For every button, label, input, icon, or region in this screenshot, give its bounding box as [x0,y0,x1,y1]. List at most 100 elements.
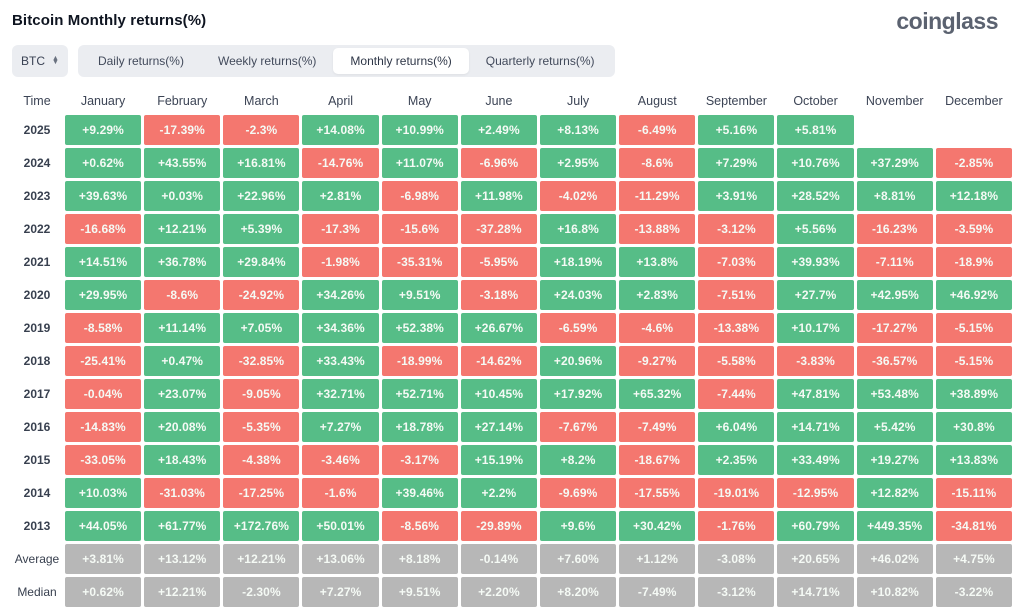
return-cell: +53.48% [856,379,933,410]
return-cell: -9.05% [223,379,300,410]
return-cell: +8.18% [381,544,458,575]
return-cell: -9.69% [539,478,617,509]
return-cell: +8.81% [856,181,933,212]
return-cell: +14.71% [777,412,854,443]
return-cell: -18.67% [619,445,696,476]
return-cell: +12.21% [144,214,221,245]
return-cell: +39.63% [65,181,142,212]
coinglass-logo: coinglass [896,8,998,34]
return-cell: +20.08% [144,412,221,443]
return-cell: -5.15% [935,313,1012,344]
return-cell [936,115,1012,145]
return-cell: -17.3% [302,214,379,245]
return-cell: +7.29% [698,148,775,179]
row-label: 2019 [23,321,51,336]
return-cell: -33.05% [65,445,142,476]
return-cell: +0.03% [144,181,221,212]
return-cell: +16.81% [223,148,300,179]
return-cell: +52.71% [381,379,458,410]
coin-select[interactable]: BTC ▲ ▼ [12,45,68,78]
return-cell: +34.26% [302,280,379,311]
return-cell: +0.62% [65,577,142,607]
return-cell: -3.22% [935,577,1012,607]
return-cell: -2.30% [223,577,300,607]
column-header: May [407,94,432,109]
return-cell: +7.60% [539,544,617,575]
return-cell: -14.83% [65,412,142,443]
return-cell: -31.03% [144,478,221,509]
return-cell: +1.12% [619,544,696,575]
return-cell: -5.95% [460,247,537,278]
return-cell: +12.82% [856,478,933,509]
return-cell: -3.12% [698,577,775,607]
return-cell: -6.49% [619,115,696,146]
column-header: September [705,94,767,109]
return-cell: -3.46% [302,445,379,476]
return-cell: +11.14% [144,313,221,344]
return-cell: +7.05% [223,313,300,344]
return-cell: -16.23% [856,214,933,245]
returns-table: Time January February March April May June July… [12,90,1012,607]
return-cell: +13.8% [619,247,696,278]
return-cell: -35.31% [381,247,458,278]
tab-monthly[interactable]: Monthly returns(%) [333,48,469,75]
return-cell: -7.11% [856,247,933,278]
return-cell: +16.8% [539,214,617,245]
return-cell: -3.17% [381,445,458,476]
return-cell: +65.32% [619,379,696,410]
row-label: Median [17,585,57,600]
return-cell: +18.43% [144,445,221,476]
return-cell: +9.51% [381,577,458,607]
return-cell: -7.49% [619,577,696,607]
tab-quarterly[interactable]: Quarterly returns(%) [469,48,612,74]
return-cell: +38.89% [935,379,1012,410]
return-cell: +5.39% [223,214,300,245]
updown-chevrons-icon: ▲ ▼ [52,55,59,67]
return-cell: -8.6% [619,148,696,179]
return-cell: -4.6% [619,313,696,344]
controls-bar: BTC ▲ ▼ Daily returns(%) Weekly returns(%)… [12,45,1012,78]
column-header: December [945,94,1003,109]
return-cell: +50.01% [302,511,379,542]
page-title: Bitcoin Monthly returns(%) [12,12,207,29]
column-header: June [485,94,513,109]
return-cell: +18.78% [381,412,458,443]
return-cell: -6.59% [539,313,617,344]
return-cell: -37.28% [460,214,537,245]
return-cell: +2.81% [302,181,379,212]
return-cell: -7.03% [698,247,775,278]
column-header: April [328,94,354,109]
return-cell: +9.29% [65,115,142,146]
return-cell: +4.75% [935,544,1012,575]
return-cell: -5.35% [223,412,300,443]
row-label: 2021 [23,255,51,270]
return-cell: +32.71% [302,379,379,410]
return-cell: -18.9% [935,247,1012,278]
return-cell: +13.12% [144,544,221,575]
column-header: July [566,94,590,109]
return-cell: +43.55% [144,148,221,179]
return-cell: -5.15% [935,346,1012,377]
return-cell: -15.11% [935,478,1012,509]
return-cell: -6.98% [381,181,458,212]
return-cell: +19.27% [856,445,933,476]
return-cell: +9.6% [539,511,617,542]
return-cell: -24.92% [223,280,300,311]
return-cell: -12.95% [777,478,854,509]
tab-weekly[interactable]: Weekly returns(%) [201,48,333,74]
return-cell: -3.59% [935,214,1012,245]
return-cell: +0.47% [144,346,221,377]
row-label: 2014 [23,486,51,501]
return-cell: -2.3% [223,115,300,146]
return-cell: -14.62% [460,346,537,377]
tab-daily[interactable]: Daily returns(%) [81,48,201,74]
return-cell: +2.2% [460,478,537,509]
return-cell: +14.51% [65,247,142,278]
column-header: March [244,94,279,109]
return-cell: +42.95% [856,280,933,311]
return-cell: -3.12% [698,214,775,245]
return-cell: +22.96% [223,181,300,212]
return-cell: +12.18% [935,181,1012,212]
return-cell: +6.04% [698,412,775,443]
return-cell: -1.76% [698,511,775,542]
